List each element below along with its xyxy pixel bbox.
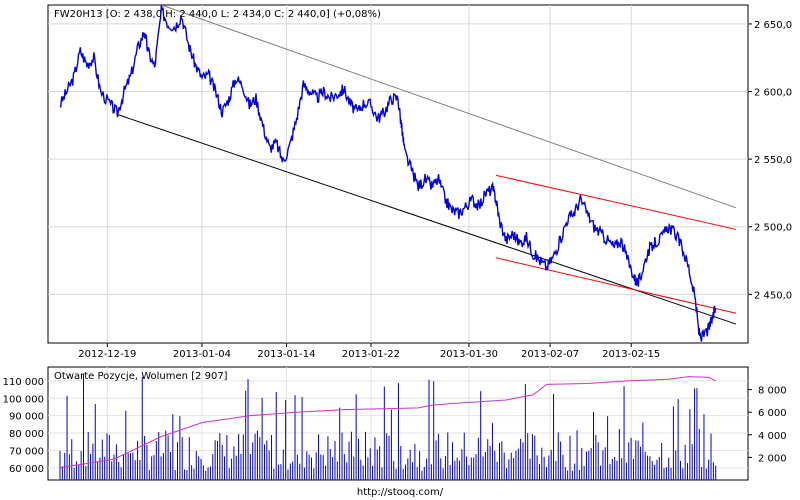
source-url[interactable]: http://stooq.com/ <box>357 487 444 498</box>
volume-left-tick-label: 70 000 <box>9 446 44 457</box>
x-tick-label: 2013-02-15 <box>602 349 660 360</box>
trend-line <box>161 4 737 209</box>
x-axis: 2012-12-19 2013-01-04 2013-01-14 2013-01-22… <box>78 343 660 360</box>
trend-line <box>495 174 737 230</box>
price-y-tick-label: 2 550,0 <box>754 155 792 166</box>
open-interest-line <box>59 376 716 469</box>
price-y-axis: 2 650,0 2 600,0 2 550,0 2 500,0 2 450,0 <box>748 20 792 301</box>
volume-right-axis: 8 000 6 000 4 000 2 000 <box>748 386 787 464</box>
x-tick-label: 2012-12-19 <box>78 349 136 360</box>
x-tick-label: 2013-02-07 <box>521 349 579 360</box>
price-series-line <box>59 4 717 342</box>
price-y-tick-label: 2 600,0 <box>754 88 792 99</box>
volume-header: Otwarte Pozycje, Wolumen [2 907] <box>54 371 228 382</box>
x-tick-label: 2013-01-22 <box>342 349 400 360</box>
volume-left-tick-label: 60 000 <box>9 464 44 475</box>
volume-right-tick-label: 8 000 <box>758 386 787 397</box>
volume-right-tick-label: 6 000 <box>758 408 787 419</box>
volume-right-tick-label: 4 000 <box>758 431 787 442</box>
x-tick-label: 2013-01-04 <box>173 349 231 360</box>
volume-right-tick-label: 2 000 <box>758 453 787 464</box>
volume-left-tick-label: 110 000 <box>3 377 44 388</box>
volume-left-tick-label: 100 000 <box>3 394 44 405</box>
x-tick-label: 2013-01-30 <box>440 349 498 360</box>
price-grid <box>48 5 748 343</box>
volume-left-tick-label: 90 000 <box>9 412 44 423</box>
volume-left-axis: 110 000 100 000 90 000 80 000 70 000 60 000 <box>3 377 44 475</box>
x-tick-label: 2013-01-14 <box>257 349 315 360</box>
volume-bars <box>59 374 717 480</box>
price-header: FW20H13 [O: 2 438,0 H: 2 440,0 L: 2 434,… <box>54 9 381 20</box>
price-y-tick-label: 2 650,0 <box>754 20 792 31</box>
price-y-tick-label: 2 450,0 <box>754 290 792 301</box>
price-y-tick-label: 2 500,0 <box>754 223 792 234</box>
volume-left-tick-label: 80 000 <box>9 429 44 440</box>
